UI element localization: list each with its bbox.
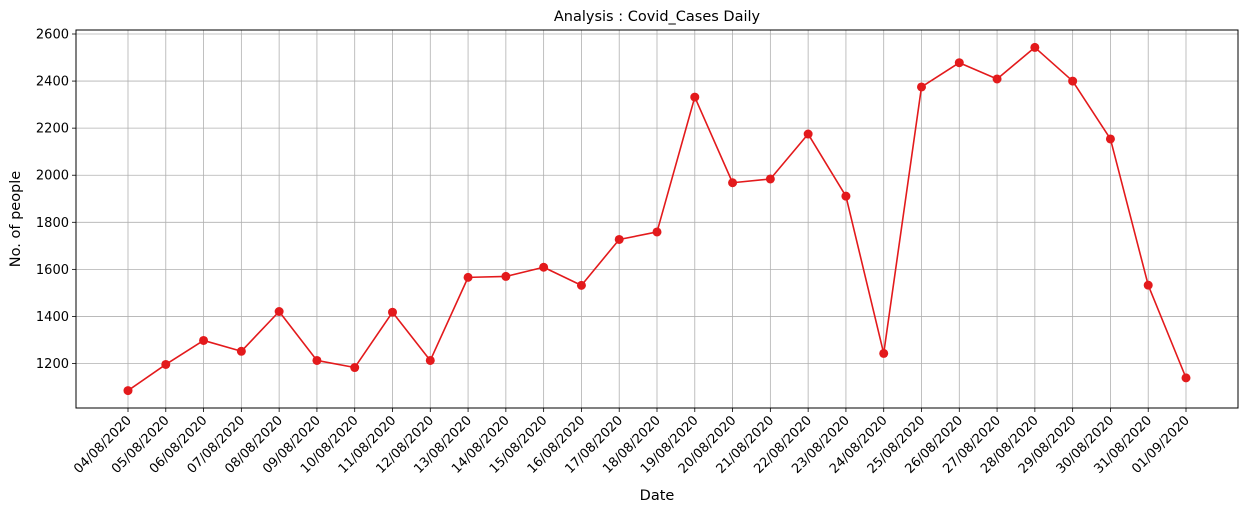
data-point	[917, 82, 926, 92]
chart-title: Analysis : Covid_Cases Daily	[554, 9, 761, 25]
data-point	[1181, 373, 1191, 383]
data-point	[765, 174, 775, 184]
data-point	[992, 74, 1002, 84]
data-point	[576, 280, 586, 290]
data-point	[463, 272, 473, 282]
data-point	[388, 307, 397, 317]
data-point	[728, 178, 738, 188]
y-tick-label: 1600	[36, 263, 69, 278]
data-point	[1030, 42, 1040, 52]
data-point	[1143, 280, 1153, 290]
data-point	[199, 335, 209, 345]
y-tick-label: 1400	[36, 310, 69, 325]
data-point	[501, 271, 511, 281]
data-point	[652, 227, 662, 237]
data-point	[236, 346, 246, 356]
data-point	[1068, 76, 1078, 86]
data-point	[274, 306, 284, 316]
data-point	[312, 355, 322, 365]
grid-lines	[76, 30, 1238, 408]
data-point	[539, 262, 549, 272]
data-point	[841, 191, 851, 201]
x-axis-title: Date	[640, 488, 675, 504]
y-tick-label: 2200	[36, 122, 69, 137]
data-point	[614, 234, 624, 244]
data-point	[350, 363, 360, 373]
y-tick-label: 1200	[36, 357, 69, 372]
data-point	[161, 359, 171, 369]
y-tick-label: 1800	[36, 216, 69, 231]
data-point	[123, 386, 133, 396]
data-point	[425, 355, 435, 365]
y-axis-title: No. of people	[8, 171, 24, 267]
y-tick-label: 2400	[36, 75, 69, 90]
data-point	[879, 348, 889, 358]
data-point	[690, 92, 700, 102]
data-point	[803, 129, 813, 139]
y-tick-label: 2000	[36, 169, 69, 184]
y-tick-label: 2600	[36, 28, 69, 43]
y-axis-ticks: 1200 1400 1600 1800 2000 2200 2400 2600	[36, 28, 76, 372]
data-series	[123, 42, 1191, 396]
data-point	[1105, 134, 1115, 144]
data-point	[954, 58, 964, 68]
